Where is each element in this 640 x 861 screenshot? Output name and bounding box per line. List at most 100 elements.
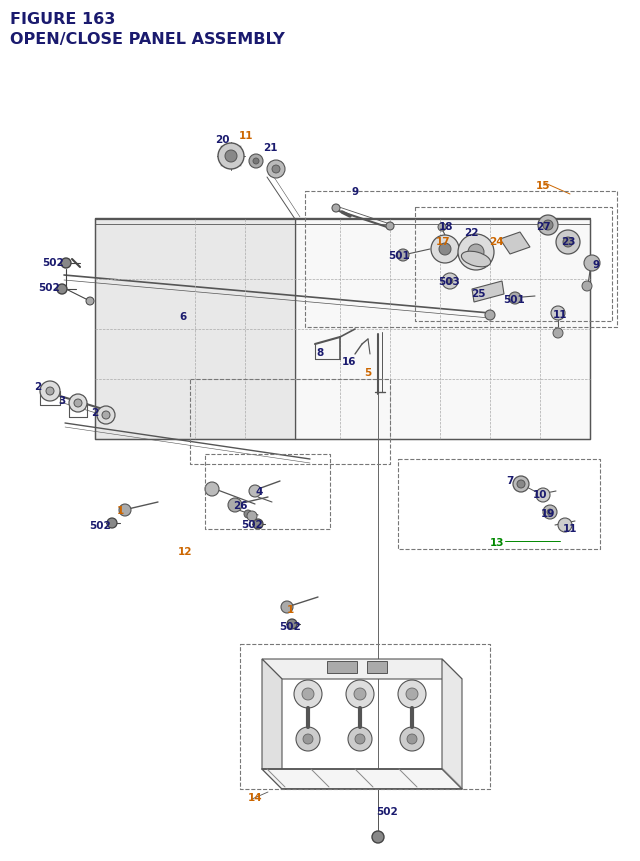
Text: 502: 502 xyxy=(279,622,301,631)
Circle shape xyxy=(61,258,71,269)
Circle shape xyxy=(582,282,592,292)
Circle shape xyxy=(253,519,263,530)
Text: FIGURE 163: FIGURE 163 xyxy=(10,12,115,27)
Circle shape xyxy=(332,205,340,213)
Circle shape xyxy=(107,518,117,529)
Text: 15: 15 xyxy=(536,181,550,191)
Text: 502: 502 xyxy=(38,282,60,293)
Text: 9: 9 xyxy=(351,187,358,197)
Circle shape xyxy=(205,482,219,497)
Circle shape xyxy=(40,381,60,401)
Circle shape xyxy=(386,223,394,231)
Text: 11: 11 xyxy=(563,523,577,533)
Text: 17: 17 xyxy=(436,237,451,247)
Polygon shape xyxy=(262,660,282,789)
Circle shape xyxy=(551,307,565,320)
Circle shape xyxy=(249,486,261,498)
Text: 22: 22 xyxy=(464,228,478,238)
Circle shape xyxy=(547,510,553,516)
Circle shape xyxy=(287,619,297,629)
Bar xyxy=(327,661,357,673)
Circle shape xyxy=(553,329,563,338)
Text: 23: 23 xyxy=(561,237,575,247)
Circle shape xyxy=(57,285,67,294)
Circle shape xyxy=(509,293,521,305)
Circle shape xyxy=(556,231,580,255)
Text: 20: 20 xyxy=(215,135,229,145)
Circle shape xyxy=(485,311,495,320)
Circle shape xyxy=(69,394,87,412)
Text: 11: 11 xyxy=(553,310,567,319)
Text: 5: 5 xyxy=(364,368,372,378)
Circle shape xyxy=(253,158,259,164)
Text: 21: 21 xyxy=(263,143,277,152)
Text: 25: 25 xyxy=(471,288,485,299)
Text: 13: 13 xyxy=(490,537,504,548)
Polygon shape xyxy=(500,232,530,255)
Text: 12: 12 xyxy=(178,547,192,556)
Text: 24: 24 xyxy=(489,237,503,247)
Text: 2: 2 xyxy=(92,407,99,418)
Circle shape xyxy=(447,279,453,285)
Text: 19: 19 xyxy=(541,508,555,518)
Text: 4: 4 xyxy=(255,486,262,497)
Circle shape xyxy=(119,505,131,517)
Circle shape xyxy=(218,144,244,170)
Text: 26: 26 xyxy=(233,500,247,511)
Circle shape xyxy=(86,298,94,306)
Text: 2: 2 xyxy=(34,381,41,392)
Circle shape xyxy=(249,155,263,169)
Circle shape xyxy=(543,220,553,231)
Circle shape xyxy=(272,166,280,174)
Text: 502: 502 xyxy=(42,257,64,268)
Text: 3: 3 xyxy=(58,395,66,406)
Text: 502: 502 xyxy=(241,519,263,530)
Circle shape xyxy=(294,680,322,709)
Circle shape xyxy=(400,728,424,751)
Text: 1: 1 xyxy=(116,505,124,516)
Text: 7: 7 xyxy=(506,475,514,486)
Circle shape xyxy=(348,728,372,751)
Text: 14: 14 xyxy=(248,792,262,802)
Circle shape xyxy=(584,256,600,272)
Text: 502: 502 xyxy=(89,520,111,530)
Circle shape xyxy=(244,511,252,518)
Polygon shape xyxy=(295,220,590,439)
Text: 18: 18 xyxy=(439,222,453,232)
Text: 10: 10 xyxy=(532,489,547,499)
Text: 502: 502 xyxy=(376,806,398,816)
Circle shape xyxy=(439,244,451,256)
Circle shape xyxy=(74,400,82,407)
Text: 6: 6 xyxy=(179,312,187,322)
Circle shape xyxy=(407,734,417,744)
Polygon shape xyxy=(262,769,462,789)
Circle shape xyxy=(102,412,110,419)
Circle shape xyxy=(468,245,484,261)
Circle shape xyxy=(346,680,374,709)
Circle shape xyxy=(267,161,285,179)
Circle shape xyxy=(225,151,237,163)
Bar xyxy=(367,661,387,673)
Circle shape xyxy=(303,734,313,744)
Text: 8: 8 xyxy=(316,348,324,357)
Circle shape xyxy=(558,518,572,532)
Text: 11: 11 xyxy=(239,131,253,141)
Circle shape xyxy=(431,236,459,263)
Circle shape xyxy=(438,224,446,232)
Circle shape xyxy=(538,216,558,236)
Circle shape xyxy=(281,601,293,613)
Circle shape xyxy=(442,274,458,289)
Circle shape xyxy=(354,688,366,700)
Circle shape xyxy=(563,238,573,248)
Text: OPEN/CLOSE PANEL ASSEMBLY: OPEN/CLOSE PANEL ASSEMBLY xyxy=(10,32,285,47)
Circle shape xyxy=(458,235,494,270)
Polygon shape xyxy=(442,660,462,789)
Circle shape xyxy=(513,476,529,492)
Polygon shape xyxy=(472,282,504,303)
Text: 501: 501 xyxy=(388,251,410,261)
Text: 27: 27 xyxy=(536,222,550,232)
Circle shape xyxy=(536,488,550,503)
Circle shape xyxy=(228,499,242,512)
Polygon shape xyxy=(95,220,295,439)
Text: 1: 1 xyxy=(286,604,294,614)
